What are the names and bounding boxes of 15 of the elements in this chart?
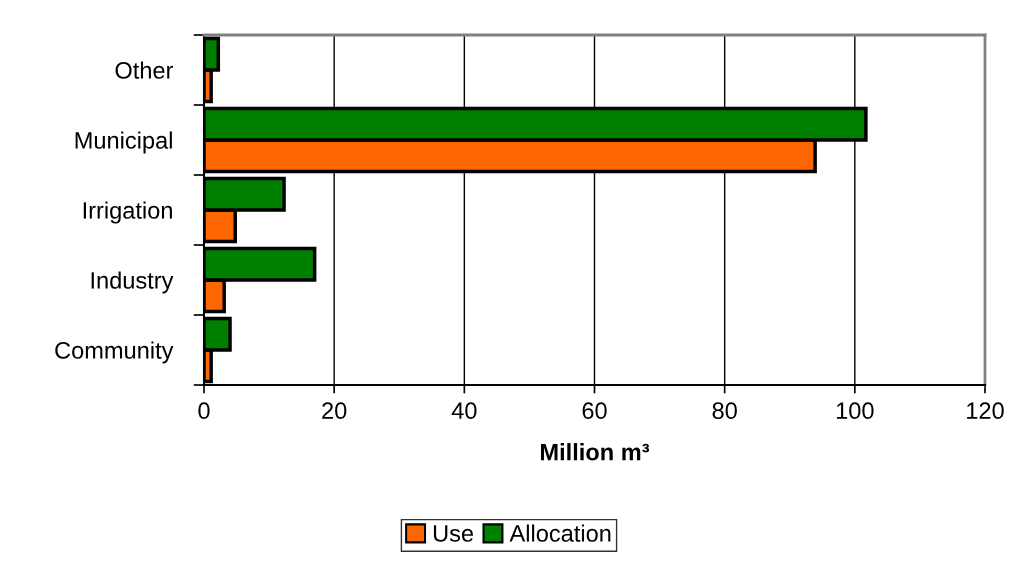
legend-label: Allocation xyxy=(509,524,611,542)
x-tick-label: 100 xyxy=(836,402,874,420)
y-tick-label: Other xyxy=(115,61,174,79)
y-tick-label: Industry xyxy=(91,271,174,294)
legend-label: Use xyxy=(433,525,474,542)
x-tick-label: 60 xyxy=(582,402,607,420)
y-tick-label: Irrigation xyxy=(83,201,172,224)
y-tick-label: Municipal xyxy=(75,131,172,154)
x-axis-title: Million m³ xyxy=(541,443,650,461)
x-tick-label: 40 xyxy=(451,402,477,420)
x-tick-label: 20 xyxy=(322,402,347,420)
x-tick-label: 0 xyxy=(198,402,210,420)
x-tick-label: 80 xyxy=(712,402,737,420)
y-tick-label: Community xyxy=(55,341,174,364)
x-tick-label: 120 xyxy=(967,402,1004,420)
